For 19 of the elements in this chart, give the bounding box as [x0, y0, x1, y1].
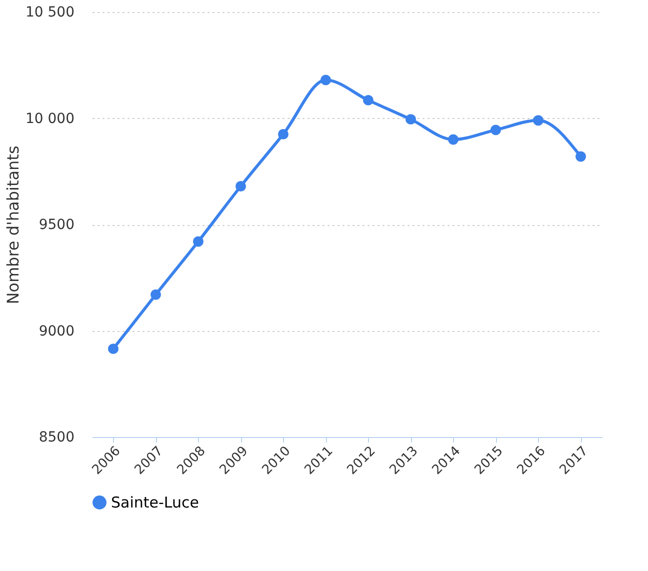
- y-axis-title: Nombre d'habitants: [4, 146, 23, 304]
- point: [533, 115, 544, 126]
- point: [320, 74, 331, 86]
- point: [236, 181, 246, 192]
- y-tick-label: 10 500: [26, 4, 74, 20]
- point: [150, 289, 161, 300]
- point: [406, 114, 416, 125]
- point: [193, 236, 204, 247]
- point: [490, 124, 501, 136]
- y-tick-label: 9000: [38, 323, 74, 340]
- point: [108, 344, 118, 354]
- legend-label: Sainte-Luce: [111, 494, 199, 512]
- point: [278, 128, 288, 140]
- point: [576, 151, 586, 162]
- y-tick-label: 9500: [38, 217, 74, 233]
- y-tick-label: 8500: [38, 430, 74, 446]
- point: [363, 94, 374, 106]
- point: [448, 134, 458, 145]
- y-tick-label: 10 000: [26, 110, 74, 127]
